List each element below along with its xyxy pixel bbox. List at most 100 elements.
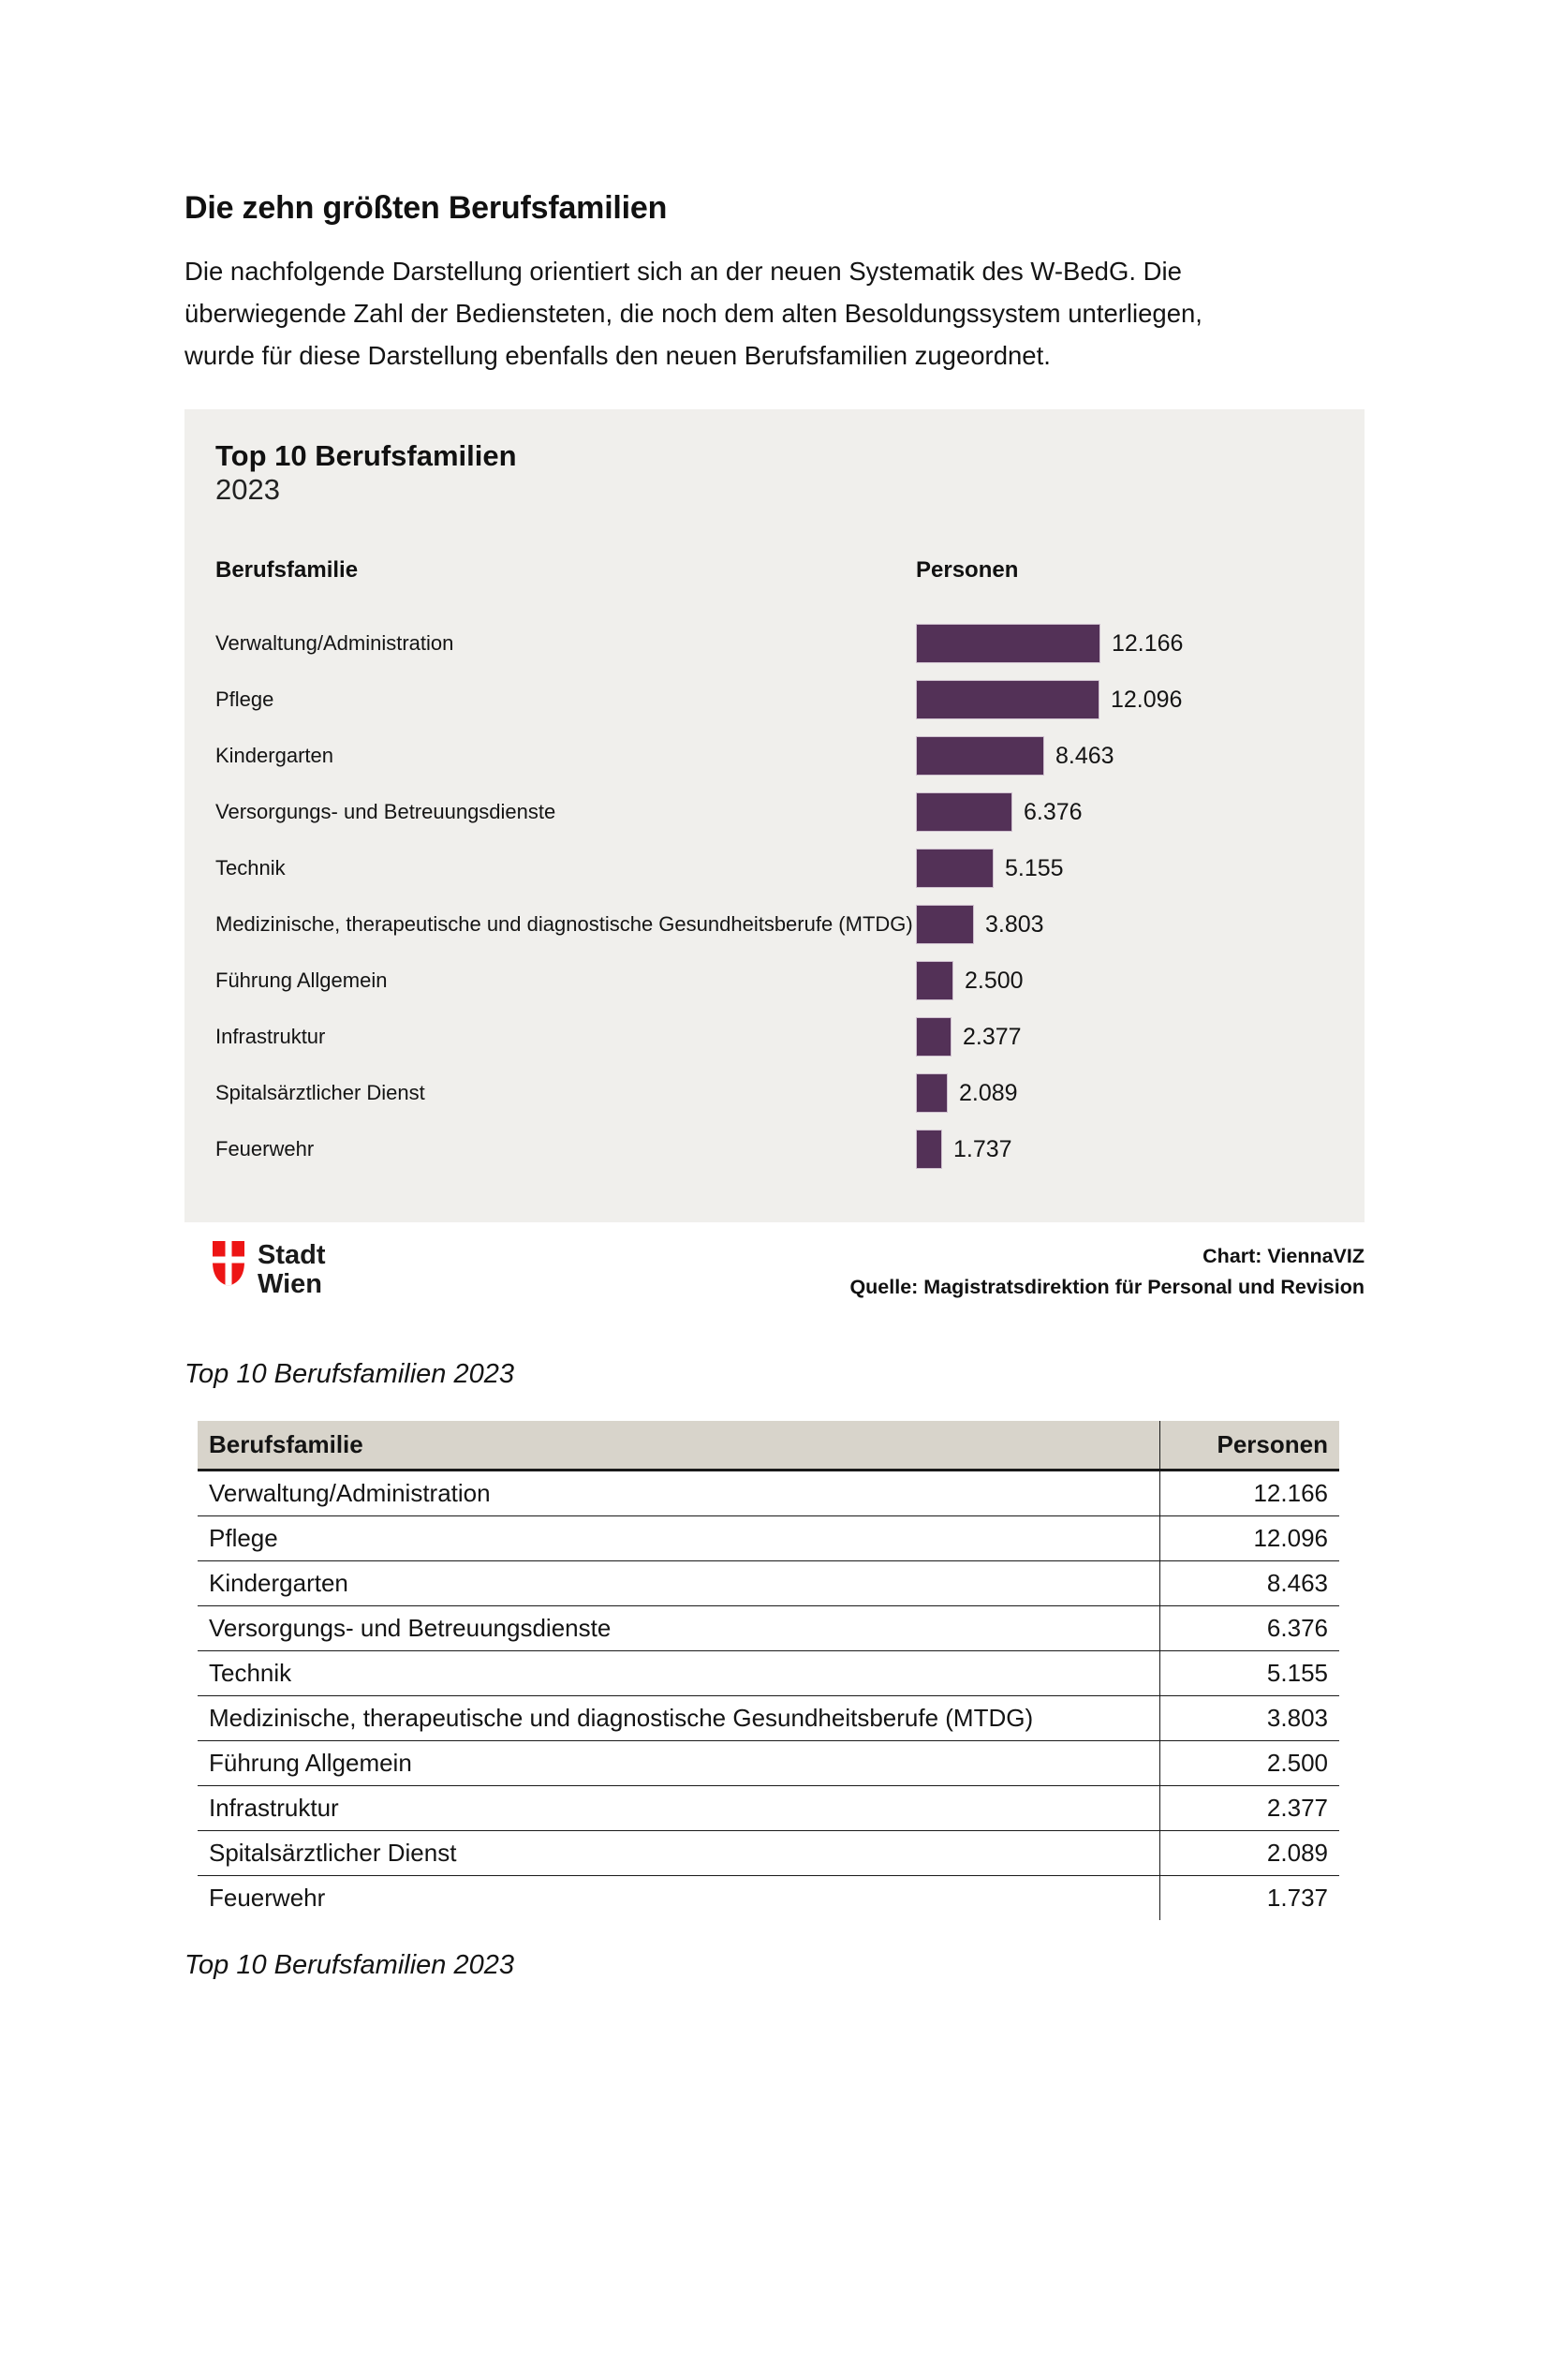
figure-caption: Top 10 Berufsfamilien 2023	[184, 1359, 514, 1389]
table-cell-personen: 2.089	[1159, 1830, 1339, 1876]
chart-row: Kindergarten 8.463	[215, 728, 1331, 784]
bar-value: 2.500	[965, 967, 1024, 994]
logo-text-line1: Stadt	[258, 1240, 326, 1270]
table-cell-personen: 1.737	[1266, 1884, 1328, 1912]
page-title: Die zehn größten Berufsfamilien	[184, 190, 668, 226]
bar-label: Technik	[215, 856, 286, 880]
chart-credits: Chart: ViennaVIZ Quelle: Magistratsdirek…	[849, 1241, 1365, 1303]
bar-cell: 3.803	[916, 905, 1331, 944]
bar-label: Feuerwehr	[215, 1137, 315, 1160]
bar-label: Medizinische, therapeutische und diagnos…	[215, 912, 913, 936]
table-row: Technik 5.155	[198, 1650, 1339, 1696]
bar	[916, 624, 1100, 663]
table-row: Versorgungs- und Betreuungsdienste 6.376	[198, 1605, 1339, 1651]
bar-value: 8.463	[1055, 742, 1114, 769]
table-header-personen: Personen	[1159, 1421, 1339, 1471]
chart-row: Medizinische, therapeutische und diagnos…	[215, 896, 1331, 953]
table-cell-berufsfamilie: Feuerwehr	[198, 1875, 1160, 1920]
bar-cell: 2.377	[916, 1017, 1331, 1057]
bar-label: Pflege	[215, 687, 274, 711]
table-cell-berufsfamilie: Verwaltung/Administration	[198, 1470, 1160, 1516]
bar-value: 3.803	[985, 910, 1044, 938]
bar-value: 12.096	[1111, 686, 1183, 713]
table-cell-berufsfamilie: Pflege	[198, 1515, 1160, 1561]
bar-value: 6.376	[1024, 798, 1083, 825]
table-cell-personen: 3.803	[1159, 1695, 1339, 1741]
table-cell-personen: 6.376	[1159, 1605, 1339, 1651]
chart-col-personen: Personen	[916, 557, 1019, 583]
chart-row: Feuerwehr 1.737	[215, 1121, 1331, 1177]
bar-cell: 12.166	[916, 624, 1331, 663]
table-cell-berufsfamilie: Technik	[198, 1650, 1160, 1696]
bar-label: Kindergarten	[215, 744, 333, 767]
table-row: Medizinische, therapeutische und diagnos…	[198, 1695, 1339, 1741]
bar	[916, 792, 1012, 832]
bar	[916, 1073, 948, 1113]
table-row: Pflege 12.096	[198, 1515, 1339, 1561]
table-row: Feuerwehr 1.737	[198, 1875, 1339, 1920]
bar-cell: 6.376	[916, 792, 1331, 832]
bar-chart: Verwaltung/Administration 12.166 Pflege 12.…	[215, 615, 1331, 1177]
stadt-wien-shield-icon	[213, 1241, 244, 1291]
chart-row: Infrastruktur 2.377	[215, 1009, 1331, 1065]
chart-col-berufsfamilie: Berufsfamilie	[215, 557, 359, 583]
bar-cell: 5.155	[916, 849, 1331, 888]
bar-value: 12.166	[1112, 629, 1184, 657]
table-header-berufsfamilie: Berufsfamilie	[198, 1421, 1160, 1471]
chart-footer: Stadt Wien Chart: ViennaVIZ Quelle: Magi…	[184, 1241, 1365, 1303]
bar-label: Infrastruktur	[215, 1025, 326, 1048]
table-cell-berufsfamilie: Kindergarten	[198, 1560, 1160, 1606]
chart-column-headers: Berufsfamilie Personen	[215, 556, 1331, 584]
chart-row: Verwaltung/Administration 12.166	[215, 615, 1331, 672]
document-page: Die zehn größten Berufsfamilien Die nach…	[0, 189, 1549, 1982]
table-cell-personen: 12.096	[1159, 1515, 1339, 1561]
table-cell-berufsfamilie: Medizinische, therapeutische und diagnos…	[198, 1695, 1160, 1741]
chart-row: Technik 5.155	[215, 840, 1331, 896]
stadt-wien-logo: Stadt Wien	[213, 1241, 326, 1299]
intro-paragraph: Die nachfolgende Darstellung orientiert …	[184, 257, 1202, 370]
bar-cell: 8.463	[916, 736, 1331, 776]
chart-row: Versorgungs- und Betreuungsdienste 6.376	[215, 784, 1331, 840]
bar-value: 2.377	[963, 1023, 1022, 1050]
bar-value: 5.155	[1005, 854, 1064, 881]
logo-text-line2: Wien	[258, 1269, 323, 1299]
bar-label: Verwaltung/Administration	[215, 631, 454, 655]
table-caption: Top 10 Berufsfamilien 2023	[184, 1950, 514, 1980]
table-row: Infrastruktur 2.377	[198, 1785, 1339, 1831]
chart-subtitle: 2023	[215, 473, 280, 506]
table-cell-berufsfamilie: Versorgungs- und Betreuungsdienste	[198, 1605, 1160, 1651]
bar-label: Versorgungs- und Betreuungsdienste	[215, 800, 556, 823]
table-row: Führung Allgemein 2.500	[198, 1740, 1339, 1786]
bar-cell: 1.737	[916, 1130, 1331, 1169]
table-row: Kindergarten 8.463	[198, 1560, 1339, 1606]
chart-row: Pflege 12.096	[215, 672, 1331, 728]
bar-cell: 12.096	[916, 680, 1331, 719]
table-cell-berufsfamilie: Spitalsärztlicher Dienst	[198, 1830, 1160, 1876]
chart-title: Top 10 Berufsfamilien	[215, 439, 517, 472]
logo-text: Stadt Wien	[258, 1241, 326, 1299]
chart-row: Führung Allgemein 2.500	[215, 953, 1331, 1009]
table-row: Verwaltung/Administration 12.166	[198, 1470, 1339, 1516]
table-cell-berufsfamilie: Führung Allgemein	[198, 1740, 1160, 1786]
table-cell-berufsfamilie: Infrastruktur	[198, 1785, 1160, 1831]
bar-cell: 2.500	[916, 961, 1331, 1000]
bar	[916, 736, 1044, 776]
bar	[916, 905, 974, 944]
bar	[916, 1130, 942, 1169]
data-table: Berufsfamilie Personen Verwaltung/Admini…	[198, 1421, 1339, 1920]
credit-source: Quelle: Magistratsdirektion für Personal…	[849, 1276, 1365, 1298]
bar	[916, 961, 953, 1000]
table-row: Spitalsärztlicher Dienst 2.089	[198, 1830, 1339, 1876]
table-cell-personen: 8.463	[1159, 1560, 1339, 1606]
bar-value: 2.089	[959, 1079, 1018, 1106]
credit-chart: Chart: ViennaVIZ	[1202, 1245, 1365, 1267]
bar-label: Führung Allgemein	[215, 968, 388, 992]
bar-label: Spitalsärztlicher Dienst	[215, 1081, 425, 1104]
chart-card: Top 10 Berufsfamilien 2023 Berufsfamilie…	[184, 409, 1365, 1222]
bar-value: 1.737	[953, 1135, 1012, 1162]
table-header: Berufsfamilie Personen	[198, 1421, 1339, 1471]
table-cell-personen: 12.166	[1159, 1470, 1339, 1516]
bar	[916, 849, 994, 888]
bar-cell: 2.089	[916, 1073, 1331, 1113]
chart-row: Spitalsärztlicher Dienst 2.089	[215, 1065, 1331, 1121]
